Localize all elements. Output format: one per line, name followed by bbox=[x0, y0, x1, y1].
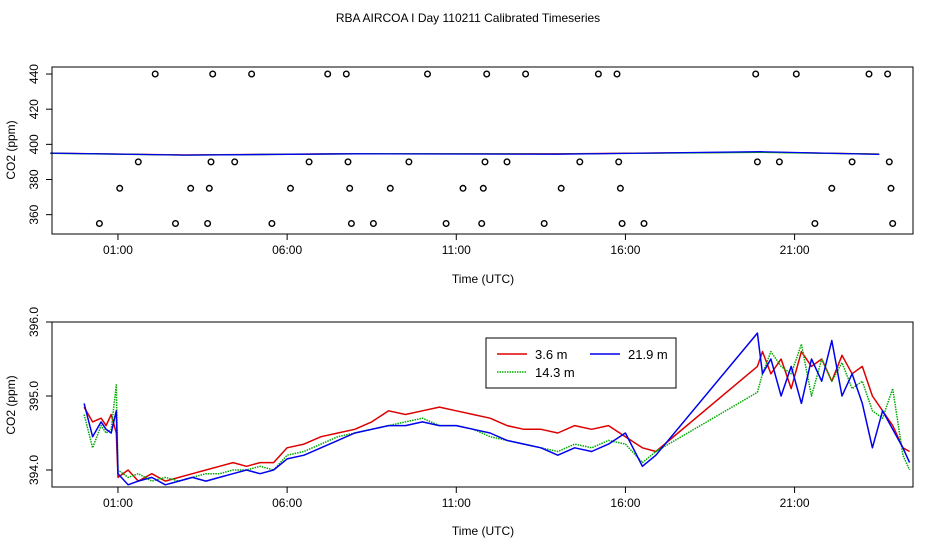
calibration-point bbox=[752, 70, 760, 78]
bottom-panel: 01:00 06:00 11:00 16:00 21:00 394.0 395.0 396.… bbox=[4, 307, 914, 538]
calibration-point bbox=[828, 184, 836, 192]
bottom-panel-x-tick-label: 11:00 bbox=[442, 496, 471, 510]
calibration-point bbox=[209, 70, 217, 78]
calibration-point bbox=[848, 158, 856, 166]
calibration-point bbox=[305, 158, 313, 166]
legend-label-21-9m: 21.9 m bbox=[628, 347, 668, 362]
bottom-panel-x-axis: 01:00 06:00 11:00 16:00 21:00 bbox=[103, 487, 810, 510]
calibration-point bbox=[116, 184, 124, 192]
legend-label-3-6m: 3.6 m bbox=[535, 347, 568, 362]
calibration-point bbox=[503, 158, 511, 166]
calibration-point bbox=[268, 219, 276, 227]
bottom-panel-y-tick-label: 396.0 bbox=[27, 307, 41, 337]
calibration-point bbox=[775, 158, 783, 166]
bottom-panel-series-line-21-9-m bbox=[83, 332, 911, 486]
bottom-panel-y-tick-label: 395.0 bbox=[27, 381, 41, 411]
calibration-point bbox=[151, 70, 159, 78]
calibration-point bbox=[887, 184, 895, 192]
calibration-point bbox=[479, 184, 487, 192]
calibration-point bbox=[95, 219, 103, 227]
calibration-point bbox=[576, 158, 584, 166]
top-panel-y-tick-label: 440 bbox=[27, 64, 41, 84]
top-panel-x-tick-label: 11:00 bbox=[442, 243, 471, 257]
calibration-point bbox=[459, 184, 467, 192]
calibration-point bbox=[248, 70, 256, 78]
bottom-panel-y-label: CO2 (ppm) bbox=[4, 375, 18, 434]
calibration-point bbox=[594, 70, 602, 78]
calibration-point bbox=[522, 70, 530, 78]
bottom-panel-x-tick-label: 16:00 bbox=[610, 496, 640, 510]
calibration-point bbox=[865, 70, 873, 78]
calibration-point bbox=[483, 70, 491, 78]
calibration-point bbox=[171, 219, 179, 227]
bottom-panel-series bbox=[83, 332, 911, 486]
calibration-point bbox=[386, 184, 394, 192]
calibration-point bbox=[615, 158, 623, 166]
calibration-point bbox=[640, 219, 648, 227]
top-panel: 01:00 06:00 11:00 16:00 21:00 360 380 400 420 44… bbox=[4, 64, 914, 286]
calibration-point bbox=[616, 184, 624, 192]
top-panel-y-tick-label: 400 bbox=[27, 134, 41, 154]
calibration-point bbox=[889, 219, 897, 227]
calibration-point bbox=[557, 184, 565, 192]
calibration-point bbox=[792, 70, 800, 78]
calibration-point bbox=[346, 184, 354, 192]
top-panel-x-label: Time (UTC) bbox=[452, 272, 514, 286]
calibration-point bbox=[753, 158, 761, 166]
bottom-panel-frame bbox=[51, 321, 914, 488]
calibration-point bbox=[207, 158, 215, 166]
top-panel-y-label: CO2 (ppm) bbox=[4, 120, 18, 179]
legend: 3.6 m 21.9 m 14.3 m bbox=[485, 337, 677, 389]
calibration-point bbox=[884, 70, 892, 78]
top-panel-y-axis: 360 380 400 420 440 bbox=[27, 64, 52, 225]
calibration-point bbox=[618, 219, 626, 227]
calibration-point bbox=[342, 70, 350, 78]
calibration-point bbox=[369, 219, 377, 227]
calibration-point bbox=[481, 158, 489, 166]
calibration-point bbox=[344, 158, 352, 166]
calibration-point bbox=[442, 219, 450, 227]
top-panel-x-tick-label: 01:00 bbox=[103, 243, 133, 257]
calibration-point bbox=[347, 219, 355, 227]
calibration-point bbox=[540, 219, 548, 227]
calibration-point bbox=[885, 158, 893, 166]
top-panel-x-tick-label: 16:00 bbox=[610, 243, 640, 257]
figure-title: RBA AIRCOA I Day 110211 Calibrated Times… bbox=[336, 11, 600, 25]
top-panel-y-tick-label: 360 bbox=[27, 204, 41, 224]
top-panel-series bbox=[50, 151, 880, 156]
calibration-point bbox=[405, 158, 413, 166]
top-panel-series-line-21-9-m bbox=[50, 151, 880, 156]
calibration-point bbox=[324, 70, 332, 78]
legend-label-14-3m: 14.3 m bbox=[535, 365, 575, 380]
top-panel-x-axis: 01:00 06:00 11:00 16:00 21:00 bbox=[103, 234, 810, 257]
top-panel-y-tick-label: 380 bbox=[27, 169, 41, 189]
calibration-point bbox=[613, 70, 621, 78]
calibration-point bbox=[424, 70, 432, 78]
bottom-panel-y-axis: 394.0 395.0 396.0 bbox=[27, 307, 52, 485]
calibration-point bbox=[231, 158, 239, 166]
bottom-panel-x-tick-label: 01:00 bbox=[103, 496, 133, 510]
calibration-point bbox=[478, 219, 486, 227]
top-panel-y-tick-label: 420 bbox=[27, 99, 41, 119]
top-panel-calibration-points bbox=[95, 70, 897, 227]
calibration-point bbox=[811, 219, 819, 227]
top-panel-frame bbox=[51, 66, 914, 235]
bottom-panel-y-tick-label: 394.0 bbox=[27, 455, 41, 485]
top-panel-x-tick-label: 21:00 bbox=[780, 243, 810, 257]
calibration-point bbox=[287, 184, 295, 192]
calibration-point bbox=[134, 158, 142, 166]
calibration-point bbox=[205, 184, 213, 192]
bottom-panel-x-label: Time (UTC) bbox=[452, 524, 514, 538]
calibration-point bbox=[187, 184, 195, 192]
legend-box bbox=[485, 337, 677, 389]
calibration-point bbox=[204, 219, 212, 227]
top-panel-x-tick-label: 06:00 bbox=[272, 243, 302, 257]
bottom-panel-x-tick-label: 06:00 bbox=[272, 496, 302, 510]
bottom-panel-x-tick-label: 21:00 bbox=[780, 496, 810, 510]
